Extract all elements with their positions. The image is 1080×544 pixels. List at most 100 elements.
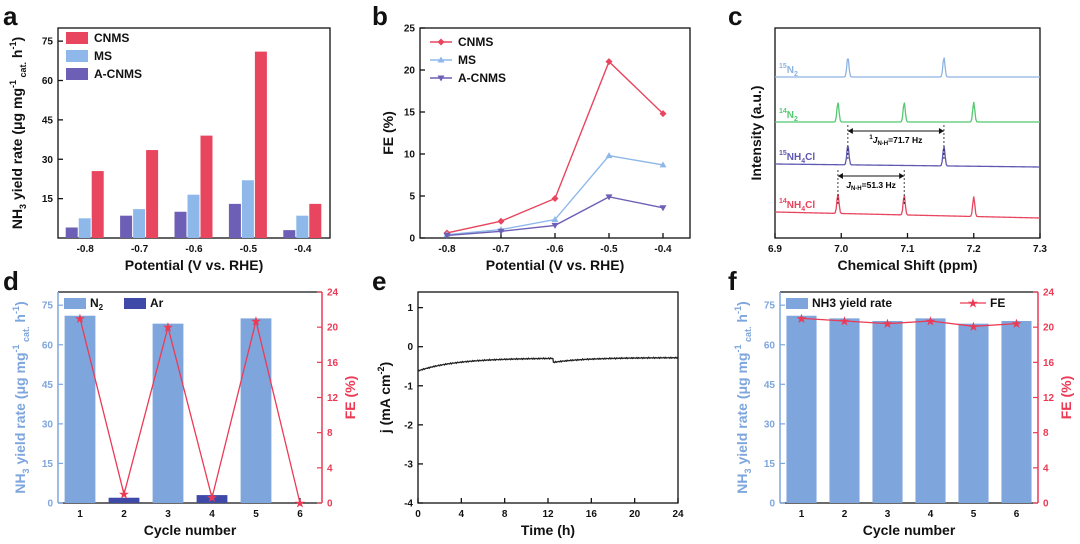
data-point — [551, 195, 559, 203]
fe-star-marker: ★ — [839, 314, 851, 329]
x-axis-label: Time (h) — [521, 522, 575, 538]
x-tick-label: 16 — [586, 509, 598, 520]
legend-swatch-ar — [124, 298, 146, 309]
y-tick-label: 45 — [764, 380, 776, 391]
y-tick-label: 25 — [404, 24, 416, 35]
x-tick-label: 6 — [297, 509, 303, 520]
arrow-head — [847, 128, 853, 134]
y-tick-label: 5 — [409, 192, 415, 203]
bar-nh3-yield-rate — [915, 318, 946, 503]
y2-tick-label: 8 — [1043, 428, 1049, 439]
bar-a-cnms — [228, 203, 241, 238]
x-tick-label: -0.5 — [600, 244, 618, 255]
x-tick-label: 1 — [799, 509, 805, 520]
y-tick-label: 15 — [404, 108, 416, 119]
y-axis-label: NH3 yield rate (μg mg-1 cat. h-1) — [11, 301, 31, 493]
y-tick-label: 30 — [42, 419, 54, 430]
x-tick-label: 4 — [928, 509, 934, 520]
bar-ms — [133, 209, 146, 238]
fe-star-marker: ★ — [882, 316, 894, 331]
y-tick-label: 20 — [404, 66, 416, 77]
legend-label-ar: Ar — [150, 296, 164, 310]
y-axis-label: NH3 yield rate (μg mg-1 cat. h-1) — [8, 37, 28, 229]
y-tick-label: 0 — [769, 499, 775, 510]
data-point — [605, 194, 613, 201]
x-tick-label: 5 — [253, 509, 259, 520]
y2-tick-label: 20 — [327, 323, 339, 334]
x-tick-label: 8 — [502, 509, 508, 520]
fe-star-marker: ★ — [206, 490, 218, 505]
x-tick-label: 2 — [121, 509, 127, 520]
y-tick-label: 10 — [404, 150, 416, 161]
x-axis-label: Cycle number — [863, 522, 956, 538]
bar-cnms — [91, 171, 104, 238]
x-tick-label: 24 — [672, 509, 684, 520]
y-tick-label: -2 — [404, 420, 413, 431]
arrow-head — [938, 128, 944, 134]
y-axis-label: j (mA cm-2) — [376, 362, 393, 434]
y-axis-label: NH3 yield rate (μg mg-1 cat. h-1) — [733, 301, 753, 493]
arrow-head — [837, 173, 843, 179]
x-tick-label: 1 — [77, 509, 83, 520]
fe-line — [79, 318, 301, 504]
x-tick-label: 7.2 — [967, 244, 981, 255]
bar-a-cnms — [65, 227, 78, 238]
bar-ms — [187, 194, 200, 238]
bar-ms — [296, 215, 309, 238]
x-tick-label: -0.4 — [294, 244, 312, 255]
x-tick-label: 12 — [542, 509, 554, 520]
spectrum-trace — [774, 146, 1041, 168]
x-axis-label: Potential (V vs. RHE) — [486, 257, 624, 273]
y-tick-label: -3 — [404, 459, 413, 470]
panel-letter-c: c — [728, 1, 742, 31]
x-tick-label: 6.9 — [768, 244, 782, 255]
y2-tick-label: 4 — [327, 463, 333, 474]
data-point — [551, 222, 559, 229]
fe-star-marker: ★ — [925, 314, 937, 329]
legend-swatch-yield — [786, 298, 808, 309]
bar-cnms — [254, 51, 267, 238]
y-tick-label: 30 — [42, 155, 54, 166]
coupling-label: 1JN-H=71.7 Hz — [869, 135, 922, 147]
y2-tick-label: 0 — [327, 499, 333, 510]
x-tick-label: -0.7 — [131, 244, 149, 255]
y-tick-label: -1 — [404, 381, 413, 392]
y-tick-label: 60 — [42, 76, 54, 87]
x-tick-label: 7.3 — [1033, 244, 1047, 255]
y2-axis-label: FE (%) — [1058, 376, 1074, 420]
chart-e-chronoamperometry: -4 -3 -2 -1 0 1 0 4 8 12 16 20 24 Time (h) j (mA cm-2) — [376, 291, 684, 538]
x-tick-label: 7.0 — [834, 244, 848, 255]
data-point — [443, 232, 451, 239]
panel-letter-f: f — [728, 266, 737, 296]
bar-n2 — [240, 318, 272, 503]
y-axis-label: Intensity (a.u.) — [748, 86, 764, 181]
legend-marker — [437, 56, 445, 63]
y2-tick-label: 16 — [327, 358, 339, 369]
legend-label-yield: NH3 yield rate — [812, 296, 892, 310]
bar-ar — [108, 497, 140, 503]
x-axis-label: Cycle number — [144, 522, 237, 538]
x-tick-label: 3 — [165, 509, 171, 520]
fe-star-marker: ★ — [250, 314, 262, 329]
legend-star: ★ — [967, 296, 979, 311]
bar-a-cnms — [120, 215, 133, 238]
fe-star-marker: ★ — [968, 319, 980, 334]
panel-letter-b: b — [372, 1, 388, 31]
data-point — [551, 216, 559, 223]
legend-label: CNMS — [458, 35, 493, 49]
bar-ms — [78, 218, 91, 238]
y-tick-label: 0 — [47, 499, 53, 510]
fe-star-marker: ★ — [1011, 316, 1023, 331]
trace-label: 15N2 — [779, 63, 798, 78]
x-tick-label: 5 — [971, 509, 977, 520]
y-tick-label: 75 — [42, 37, 54, 48]
bar-ar — [196, 495, 228, 503]
y2-tick-label: 12 — [1043, 393, 1055, 404]
x-tick-label: 4 — [459, 509, 465, 520]
x-tick-label: 3 — [885, 509, 891, 520]
legend-label: MS — [94, 49, 112, 63]
x-tick-label: -0.8 — [77, 244, 95, 255]
y2-tick-label: 4 — [1043, 463, 1049, 474]
fe-star-marker: ★ — [294, 496, 306, 511]
